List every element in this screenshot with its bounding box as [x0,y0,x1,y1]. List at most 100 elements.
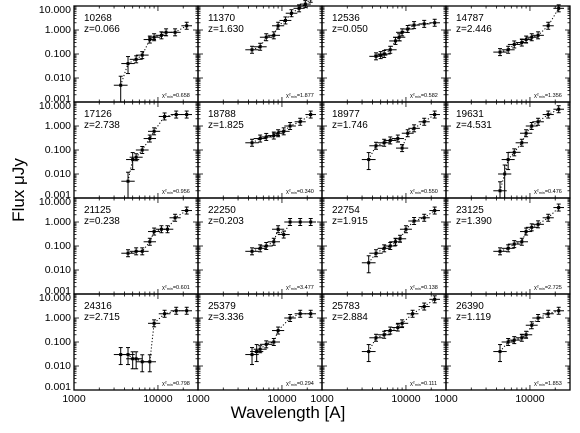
galaxy-id: 11370 [208,13,236,24]
data-marker [404,227,408,231]
data-point [542,213,554,222]
data-marker [546,312,550,316]
data-point [129,153,143,162]
galaxy-id: 21125 [84,205,112,216]
chi2-label: χ²min=3.477 [286,285,314,291]
data-point [418,302,430,311]
galaxy-id: 25379 [208,301,236,312]
data-point [135,51,149,60]
redshift-label: z=4.531 [456,120,492,131]
data-marker [388,138,392,142]
redshift-label: z=1.915 [332,216,368,227]
data-point [277,127,290,136]
data-marker [255,350,259,354]
data-point [361,344,376,363]
data-marker [400,146,404,150]
data-marker [264,35,268,39]
y-tick-label: 1.000 [45,216,71,228]
data-point [418,117,430,126]
data-point [401,129,414,138]
data-marker [152,129,156,133]
data-marker [119,353,123,357]
x-tick-label: 10000 [515,393,544,405]
data-point [285,9,298,18]
data-marker [520,141,524,145]
redshift-label: z=0.203 [208,216,244,227]
redshift-label: z=1.746 [332,120,368,131]
data-marker [398,237,402,241]
data-marker [557,107,561,111]
data-marker [290,11,294,15]
data-marker [524,333,528,337]
data-marker [264,342,268,346]
data-marker [288,124,292,128]
data-marker [506,340,510,344]
data-marker [272,340,276,344]
data-point [284,122,296,130]
data-marker [382,333,386,337]
data-point [158,309,171,318]
data-marker [309,312,313,316]
data-marker [498,189,502,193]
chi2-label: χ²min=0.798 [162,381,190,387]
data-point [181,110,193,119]
data-point [525,122,538,130]
data-marker [309,220,313,224]
model-sed-line [120,310,187,363]
data-point [253,42,267,51]
data-marker [506,246,510,250]
data-point [272,326,285,335]
data-point [253,134,267,143]
data-point [135,247,149,256]
data-point [493,247,507,256]
data-point [113,75,128,103]
data-point [377,50,391,58]
data-marker [433,297,437,301]
data-point [305,110,317,119]
data-marker [282,129,286,133]
data-point [267,338,281,346]
data-marker [400,321,404,325]
model-sed-line [368,210,435,264]
data-marker [433,21,437,25]
data-point [148,127,161,136]
data-marker [250,141,254,145]
y-tick-label: 0.001 [45,189,71,201]
data-point [498,164,512,199]
model-sed-line [368,114,435,160]
redshift-label: z=0.238 [84,216,120,227]
data-marker [512,42,516,46]
data-marker [140,148,144,152]
data-point [525,321,538,330]
data-marker [379,53,383,57]
data-marker [152,230,156,234]
data-marker [406,131,410,135]
x-tick-label: 1000 [310,393,334,405]
data-point [532,314,544,322]
data-point [391,134,405,143]
data-marker [536,120,540,124]
data-marker [520,41,524,45]
data-point [170,110,182,119]
data-marker [524,38,528,42]
y-tick-label: 0.100 [45,336,71,348]
redshift-label: z=3.336 [208,312,244,323]
galaxy-id: 23125 [456,205,484,216]
data-marker [288,316,292,320]
redshift-label: z=2.884 [332,312,368,323]
data-marker [297,6,301,10]
data-marker [309,113,313,117]
chi2-label: χ²min=0.138 [410,285,438,291]
chi2-label: χ²min=0.111 [410,381,437,387]
data-point [396,144,409,153]
redshift-label: z=2.715 [84,312,120,323]
data-marker [530,124,534,128]
data-point [284,218,296,226]
data-marker [134,155,138,159]
data-marker [258,246,262,250]
